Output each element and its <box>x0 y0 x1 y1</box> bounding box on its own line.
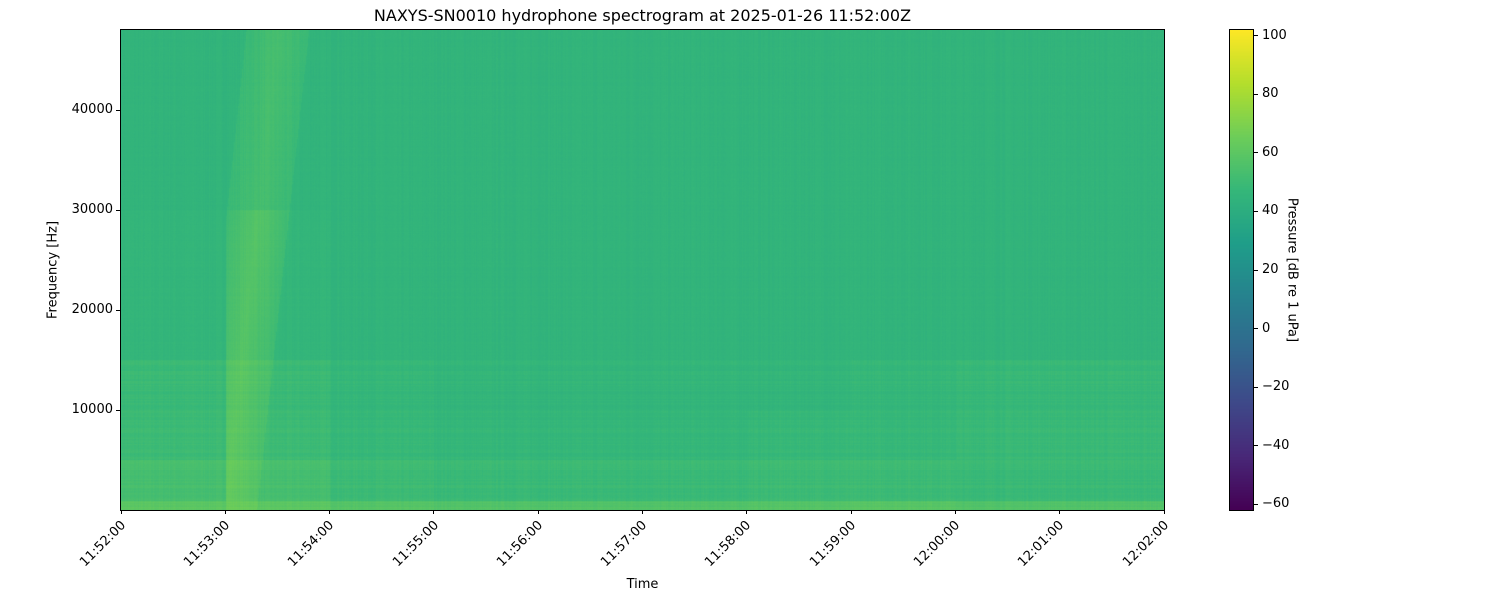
x-tick-label: 11:53:00 <box>181 518 233 570</box>
x-tick <box>1163 510 1165 514</box>
y-tick <box>116 309 120 311</box>
colorbar-tick <box>1254 152 1258 154</box>
x-tick-label: 11:54:00 <box>285 518 338 570</box>
x-tick-label: 11:58:00 <box>702 518 755 570</box>
x-tick-label: 11:59:00 <box>806 518 859 570</box>
colorbar-tick <box>1254 35 1258 37</box>
x-tick <box>954 510 956 514</box>
x-tick <box>329 510 331 514</box>
x-tick <box>120 510 122 514</box>
spectrogram-image <box>121 30 1164 510</box>
y-tick <box>116 209 120 211</box>
x-axis-label: Time <box>626 577 659 592</box>
colorbar-tick-label: 40 <box>1262 203 1279 219</box>
colorbar-tick-label: 0 <box>1262 320 1271 336</box>
colorbar-tick-label: 100 <box>1262 27 1287 43</box>
colorbar-tick-label: 80 <box>1262 86 1279 102</box>
x-tick <box>850 510 852 514</box>
x-tick <box>537 510 539 514</box>
chart-title: NAXYS-SN0010 hydrophone spectrogram at 2… <box>373 6 912 25</box>
x-tick-label: 12:00:00 <box>911 518 964 570</box>
colorbar-tick <box>1254 503 1258 505</box>
colorbar-frame <box>1229 29 1254 511</box>
y-tick <box>116 409 120 411</box>
y-tick <box>116 109 120 111</box>
colorbar-tick <box>1254 269 1258 271</box>
colorbar-tick <box>1254 210 1258 212</box>
y-tick-label: 40000 <box>71 102 113 117</box>
colorbar <box>1230 30 1253 510</box>
colorbar-tick <box>1254 328 1258 330</box>
y-tick-label: 10000 <box>71 402 113 417</box>
x-tick-label: 12:02:00 <box>1119 518 1172 570</box>
colorbar-tick-label: −20 <box>1262 379 1290 395</box>
x-tick-label: 11:55:00 <box>389 518 442 570</box>
x-tick <box>1059 510 1061 514</box>
x-tick-label: 12:01:00 <box>1015 518 1068 570</box>
colorbar-tick <box>1254 93 1258 95</box>
colorbar-tick-label: 20 <box>1262 262 1279 277</box>
x-tick <box>224 510 226 514</box>
x-tick <box>746 510 748 514</box>
x-tick <box>433 510 435 514</box>
colorbar-tick <box>1254 445 1258 447</box>
colorbar-tick-label: −60 <box>1262 496 1290 512</box>
x-tick-label: 11:52:00 <box>76 518 129 570</box>
x-tick-label: 11:56:00 <box>493 518 546 570</box>
x-tick <box>642 510 643 514</box>
colorbar-tick-label: −40 <box>1262 437 1290 453</box>
colorbar-tick-label: 60 <box>1262 144 1279 160</box>
y-tick-label: 30000 <box>71 202 113 217</box>
y-axis-label: Frequency [Hz] <box>45 220 61 320</box>
colorbar-tick <box>1254 386 1258 388</box>
spectrogram-heatmap <box>121 30 1164 510</box>
x-tick-label: 11:57:00 <box>598 518 651 570</box>
y-tick-label: 20000 <box>71 302 113 317</box>
colorbar-label: Pressure [dB re 1 uPa] <box>1284 197 1300 343</box>
